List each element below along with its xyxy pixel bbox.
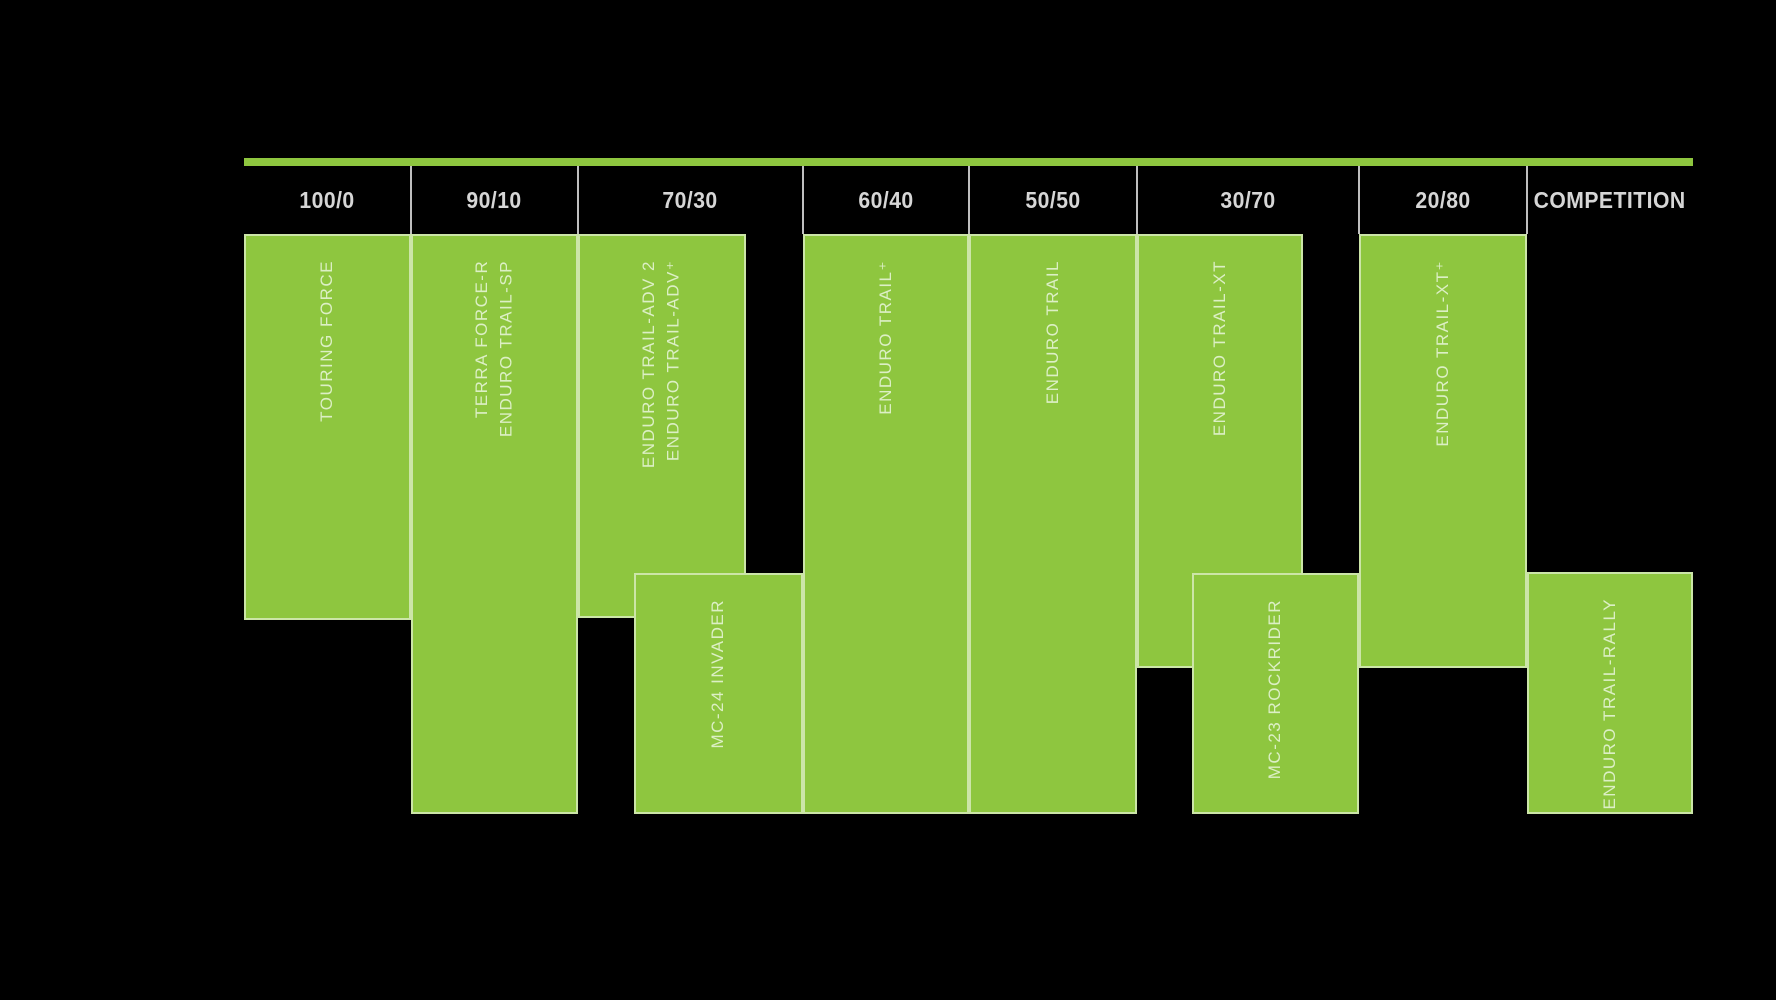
bar-mc-23-rockrider: MC-23 ROCKRIDER bbox=[1192, 573, 1359, 814]
bar-label: ENDURO TRAIL⁺ bbox=[875, 260, 895, 415]
column-header-20-80: 20/80 bbox=[1359, 166, 1527, 234]
column-header-label: 70/30 bbox=[662, 186, 719, 213]
bar-enduro-trail-adv: ENDURO TRAIL-ADV 2 ENDURO TRAIL-ADV⁺ bbox=[578, 234, 746, 618]
column-header-30-70: 30/70 bbox=[1137, 166, 1359, 234]
column-header-50-50: 50/50 bbox=[969, 166, 1137, 234]
bar-label: MC-24 INVADER bbox=[708, 599, 728, 749]
bar-enduro-trail-xt-plus: ENDURO TRAIL-XT⁺ bbox=[1359, 234, 1527, 668]
bar-mc-24-invader: MC-24 INVADER bbox=[634, 573, 803, 814]
column-header-label: COMPETITION bbox=[1533, 186, 1686, 213]
column-header-label: 30/70 bbox=[1220, 186, 1276, 213]
header-divider bbox=[1526, 166, 1528, 234]
header-divider bbox=[577, 166, 579, 234]
bar-label: TERRA FORCE-R ENDURO TRAIL-SP bbox=[471, 260, 516, 438]
column-header-90-10: 90/10 bbox=[411, 166, 578, 234]
bar-label: ENDURO TRAIL-RALLY bbox=[1599, 598, 1619, 810]
column-header-label: 100/0 bbox=[299, 186, 356, 213]
header-divider bbox=[968, 166, 970, 234]
bar-touring-force: TOURING FORCE bbox=[244, 234, 411, 620]
column-header-100-0: 100/0 bbox=[244, 166, 411, 234]
bar-label: ENDURO TRAIL bbox=[1042, 260, 1062, 405]
header-divider bbox=[1136, 166, 1138, 234]
bar-enduro-trail: ENDURO TRAIL bbox=[969, 234, 1137, 814]
bar-enduro-trail-plus: ENDURO TRAIL⁺ bbox=[803, 234, 969, 814]
column-header-competition: COMPETITION bbox=[1527, 166, 1693, 234]
bar-terra-force-r: TERRA FORCE-R ENDURO TRAIL-SP bbox=[411, 234, 578, 814]
bar-label: ENDURO TRAIL-XT bbox=[1209, 260, 1229, 437]
bar-label: TOURING FORCE bbox=[317, 260, 337, 422]
column-header-70-30: 70/30 bbox=[578, 166, 803, 234]
column-header-label: 20/80 bbox=[1415, 186, 1471, 213]
header-divider bbox=[1358, 166, 1360, 234]
bar-enduro-trail-rally: ENDURO TRAIL-RALLY bbox=[1527, 572, 1693, 814]
header-divider bbox=[802, 166, 804, 234]
bar-label: MC-23 ROCKRIDER bbox=[1265, 599, 1285, 780]
chart-top-rule bbox=[244, 158, 1693, 166]
bar-label: ENDURO TRAIL-ADV 2 ENDURO TRAIL-ADV⁺ bbox=[639, 260, 683, 469]
bar-label: ENDURO TRAIL-XT⁺ bbox=[1432, 260, 1452, 447]
column-header-label: 60/40 bbox=[858, 186, 914, 213]
header-divider bbox=[410, 166, 412, 234]
column-header-label: 90/10 bbox=[466, 186, 523, 213]
column-header-label: 50/50 bbox=[1025, 186, 1081, 213]
column-header-60-40: 60/40 bbox=[803, 166, 969, 234]
